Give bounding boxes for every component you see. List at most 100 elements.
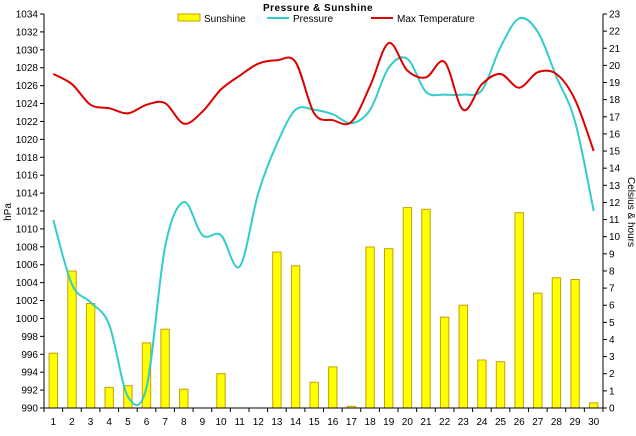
sunshine-bar	[85, 303, 96, 409]
sunshine-bar	[533, 292, 543, 409]
right-tick-label: 9	[609, 249, 615, 260]
sunshine-bar	[328, 366, 338, 409]
right-tick-label: 21	[609, 44, 621, 55]
right-tick-label: 22	[609, 27, 621, 38]
left-tick-label: 992	[21, 386, 38, 397]
x-tick-label: 20	[402, 417, 414, 428]
x-tick-label: 3	[88, 417, 94, 428]
right-tick-label: 4	[609, 335, 615, 346]
x-tick-label: 15	[309, 417, 321, 428]
sunshine-bar	[179, 388, 189, 409]
sunshine-bar	[290, 265, 301, 409]
right-tick-label: 0	[609, 404, 615, 415]
sunshine-bar	[384, 248, 394, 409]
left-tick-label: 1002	[16, 296, 39, 307]
right-tick-label: 12	[609, 198, 621, 209]
left-tick-label: 1012	[16, 207, 39, 218]
sunshine-bar	[439, 316, 450, 409]
legend-label: Pressure	[293, 14, 333, 25]
left-tick-label: 1014	[16, 189, 39, 200]
sunshine-bar	[160, 328, 170, 409]
right-tick-label: 5	[609, 318, 615, 329]
left-axis-title: hPa	[3, 203, 14, 221]
x-tick-label: 19	[383, 417, 395, 428]
left-tick-label: 994	[21, 368, 38, 379]
x-tick-label: 1	[51, 417, 57, 428]
sunshine-bar	[477, 359, 487, 409]
left-tick-label: 1026	[16, 81, 39, 92]
right-tick-label: 11	[609, 215, 620, 226]
chart-title: Pressure & Sunshine	[263, 3, 373, 14]
x-tick-label: 25	[495, 417, 507, 428]
max-temperature-line	[52, 42, 595, 152]
x-tick-label: 18	[365, 417, 377, 428]
x-tick-label: 23	[458, 417, 470, 428]
right-tick-label: 8	[609, 266, 615, 277]
right-tick-label: 6	[609, 301, 615, 312]
sunshine-bar	[216, 373, 226, 409]
x-tick-label: 12	[253, 417, 265, 428]
x-tick-label: 28	[551, 417, 563, 428]
x-tick-label: 10	[215, 417, 227, 428]
plot-area	[48, 16, 599, 409]
x-tick-label: 24	[476, 417, 488, 428]
right-tick-label: 18	[609, 95, 621, 106]
left-tick-label: 1004	[16, 278, 39, 289]
legend-item: Pressure	[267, 14, 333, 25]
left-tick-label: 1030	[16, 45, 39, 56]
legend-item: Max Temperature	[371, 14, 475, 25]
right-tick-label: 19	[609, 78, 621, 89]
x-tick-label: 17	[346, 417, 358, 428]
left-tick-label: 1016	[16, 171, 39, 182]
left-tick-label: 996	[21, 350, 38, 361]
x-tick-label: 14	[290, 417, 302, 428]
legend-label: Sunshine	[204, 14, 246, 25]
sunshine-bar	[272, 251, 282, 409]
left-tick-label: 1024	[16, 99, 39, 110]
left-tick-label: 1032	[16, 27, 39, 38]
right-tick-label: 23	[609, 10, 621, 21]
sunshine-bar	[309, 381, 319, 409]
sunshine-bar	[589, 402, 599, 409]
sunshine-bar	[495, 361, 506, 409]
legend: Sunshine Pressure Max Temperature	[177, 13, 475, 25]
left-tick-label: 1006	[16, 260, 39, 271]
left-tick-label: 1034	[16, 10, 39, 21]
sunshine-bar	[551, 277, 562, 409]
left-tick-label: 990	[21, 404, 38, 415]
sunshine-bar	[67, 270, 77, 409]
x-tick-label: 22	[439, 417, 451, 428]
x-tick-label: 30	[588, 417, 600, 428]
pressure-line	[52, 16, 595, 407]
right-tick-label: 17	[609, 112, 621, 123]
right-tick-label: 16	[609, 129, 621, 140]
x-tick-label: 29	[569, 417, 581, 428]
left-tick-label: 1028	[16, 63, 39, 74]
right-tick-label: 20	[609, 61, 621, 72]
right-tick-label: 2	[609, 369, 615, 380]
right-tick-label: 3	[609, 352, 615, 363]
legend-swatch	[177, 13, 201, 22]
left-tick-label: 1022	[16, 117, 39, 128]
sunshine-bar	[514, 212, 524, 409]
x-tick-label: 16	[327, 417, 339, 428]
x-tick-label: 26	[514, 417, 526, 428]
sunshine-bar	[104, 386, 114, 409]
sunshine-bar	[365, 246, 375, 409]
x-tick-label: 21	[420, 417, 432, 428]
x-tick-label: 11	[234, 417, 245, 428]
x-tick-label: 2	[69, 417, 75, 428]
x-tick-label: 7	[162, 417, 168, 428]
sunshine-bar	[458, 304, 469, 409]
right-tick-label: 10	[609, 232, 621, 243]
right-tick-label: 15	[609, 147, 621, 158]
x-tick-label: 6	[144, 417, 150, 428]
right-tick-label: 13	[609, 181, 621, 192]
left-tick-label: 1008	[16, 242, 39, 253]
left-tick-label: 998	[21, 332, 38, 343]
x-tick-label: 27	[532, 417, 544, 428]
sunshine-bar	[570, 279, 580, 409]
left-tick-label: 1020	[16, 135, 39, 146]
